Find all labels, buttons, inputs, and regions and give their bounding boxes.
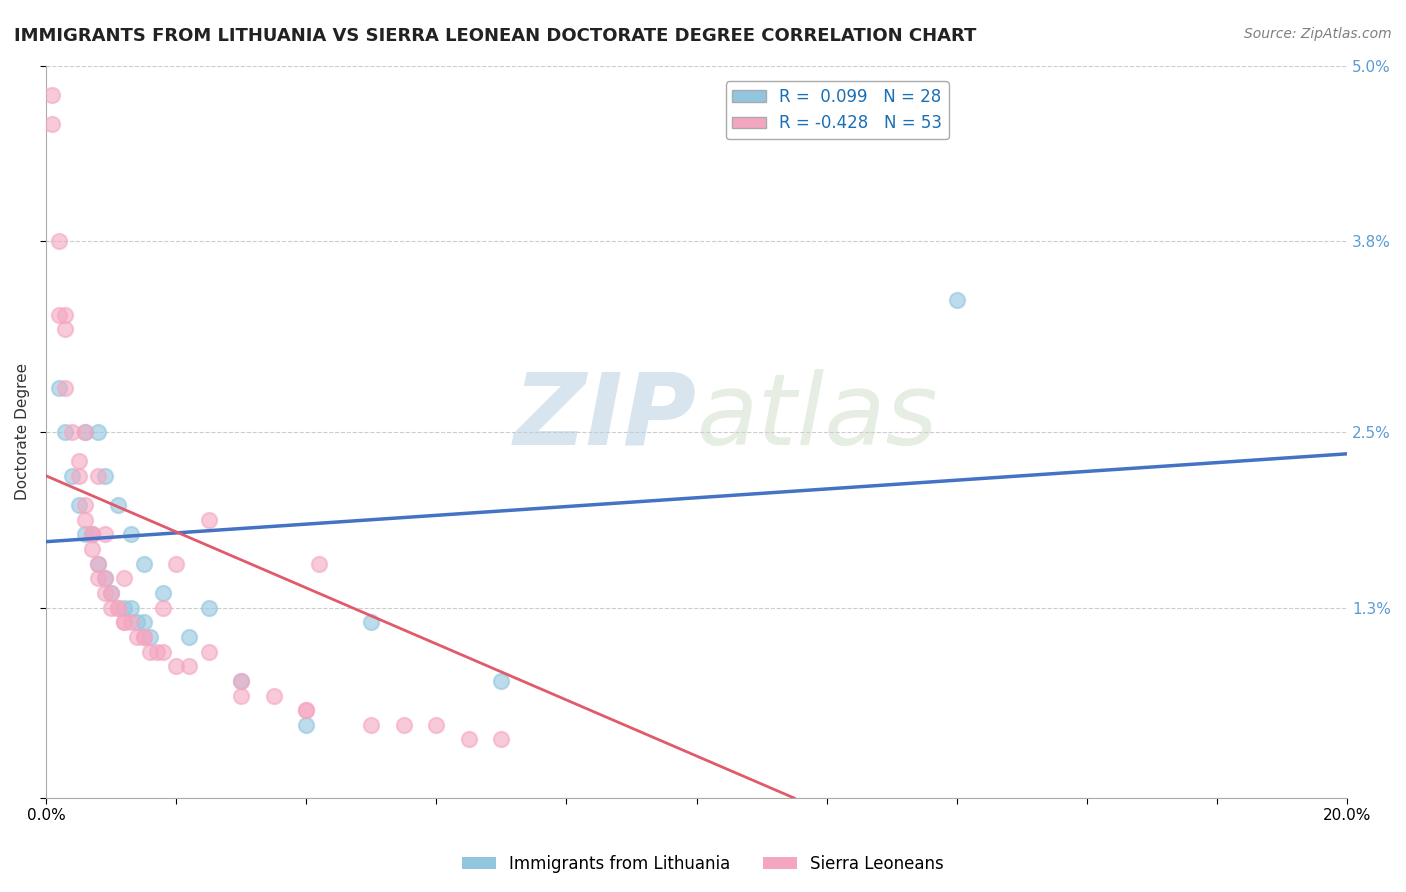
Point xyxy=(120,615,142,630)
Point xyxy=(152,644,174,658)
Point xyxy=(263,689,285,703)
Text: ZIP: ZIP xyxy=(513,368,696,466)
Point xyxy=(946,293,969,307)
Point xyxy=(67,454,90,468)
Point xyxy=(139,644,162,658)
Point xyxy=(491,732,513,747)
Point xyxy=(360,615,382,630)
Point xyxy=(73,425,96,439)
Point xyxy=(295,718,318,732)
Point xyxy=(112,571,135,585)
Point xyxy=(87,425,110,439)
Point xyxy=(107,498,129,512)
Point xyxy=(139,630,162,644)
Point xyxy=(48,381,70,395)
Point xyxy=(197,513,219,527)
Point xyxy=(93,571,115,585)
Point xyxy=(457,732,479,747)
Point xyxy=(179,630,201,644)
Point xyxy=(125,615,148,630)
Point xyxy=(80,527,103,541)
Point xyxy=(165,557,187,571)
Point xyxy=(55,425,77,439)
Point xyxy=(67,498,90,512)
Point xyxy=(491,673,513,688)
Point xyxy=(360,718,382,732)
Point xyxy=(112,615,135,630)
Point xyxy=(197,644,219,658)
Point xyxy=(132,557,155,571)
Point xyxy=(87,557,110,571)
Point xyxy=(80,527,103,541)
Point xyxy=(73,527,96,541)
Point xyxy=(80,541,103,556)
Point xyxy=(125,630,148,644)
Text: atlas: atlas xyxy=(696,368,938,466)
Point xyxy=(80,527,103,541)
Point xyxy=(152,586,174,600)
Point xyxy=(308,557,330,571)
Point xyxy=(48,308,70,322)
Point xyxy=(120,600,142,615)
Point xyxy=(132,630,155,644)
Point xyxy=(179,659,201,673)
Point xyxy=(87,571,110,585)
Legend: R =  0.099   N = 28, R = -0.428   N = 53: R = 0.099 N = 28, R = -0.428 N = 53 xyxy=(725,81,949,139)
Point xyxy=(197,600,219,615)
Legend: Immigrants from Lithuania, Sierra Leoneans: Immigrants from Lithuania, Sierra Leonea… xyxy=(456,848,950,880)
Point xyxy=(87,468,110,483)
Point xyxy=(48,235,70,249)
Point xyxy=(73,513,96,527)
Point xyxy=(231,673,253,688)
Point xyxy=(87,557,110,571)
Point xyxy=(425,718,447,732)
Point xyxy=(231,673,253,688)
Point xyxy=(93,586,115,600)
Point xyxy=(231,689,253,703)
Point xyxy=(295,703,318,717)
Point xyxy=(41,87,63,102)
Point xyxy=(112,615,135,630)
Text: IMMIGRANTS FROM LITHUANIA VS SIERRA LEONEAN DOCTORATE DEGREE CORRELATION CHART: IMMIGRANTS FROM LITHUANIA VS SIERRA LEON… xyxy=(14,27,976,45)
Text: Source: ZipAtlas.com: Source: ZipAtlas.com xyxy=(1244,27,1392,41)
Point xyxy=(107,600,129,615)
Point xyxy=(93,527,115,541)
Point xyxy=(100,586,122,600)
Y-axis label: Doctorate Degree: Doctorate Degree xyxy=(15,363,30,500)
Point xyxy=(67,468,90,483)
Point xyxy=(145,644,167,658)
Point xyxy=(132,615,155,630)
Point xyxy=(107,600,129,615)
Point xyxy=(392,718,415,732)
Point xyxy=(152,600,174,615)
Point xyxy=(132,630,155,644)
Point xyxy=(73,498,96,512)
Point xyxy=(120,527,142,541)
Point xyxy=(165,659,187,673)
Point xyxy=(295,703,318,717)
Point xyxy=(60,425,83,439)
Point xyxy=(93,571,115,585)
Point xyxy=(55,381,77,395)
Point xyxy=(100,586,122,600)
Point xyxy=(112,600,135,615)
Point xyxy=(73,425,96,439)
Point xyxy=(100,600,122,615)
Point xyxy=(55,322,77,336)
Point xyxy=(55,308,77,322)
Point xyxy=(60,468,83,483)
Point xyxy=(93,468,115,483)
Point xyxy=(41,117,63,131)
